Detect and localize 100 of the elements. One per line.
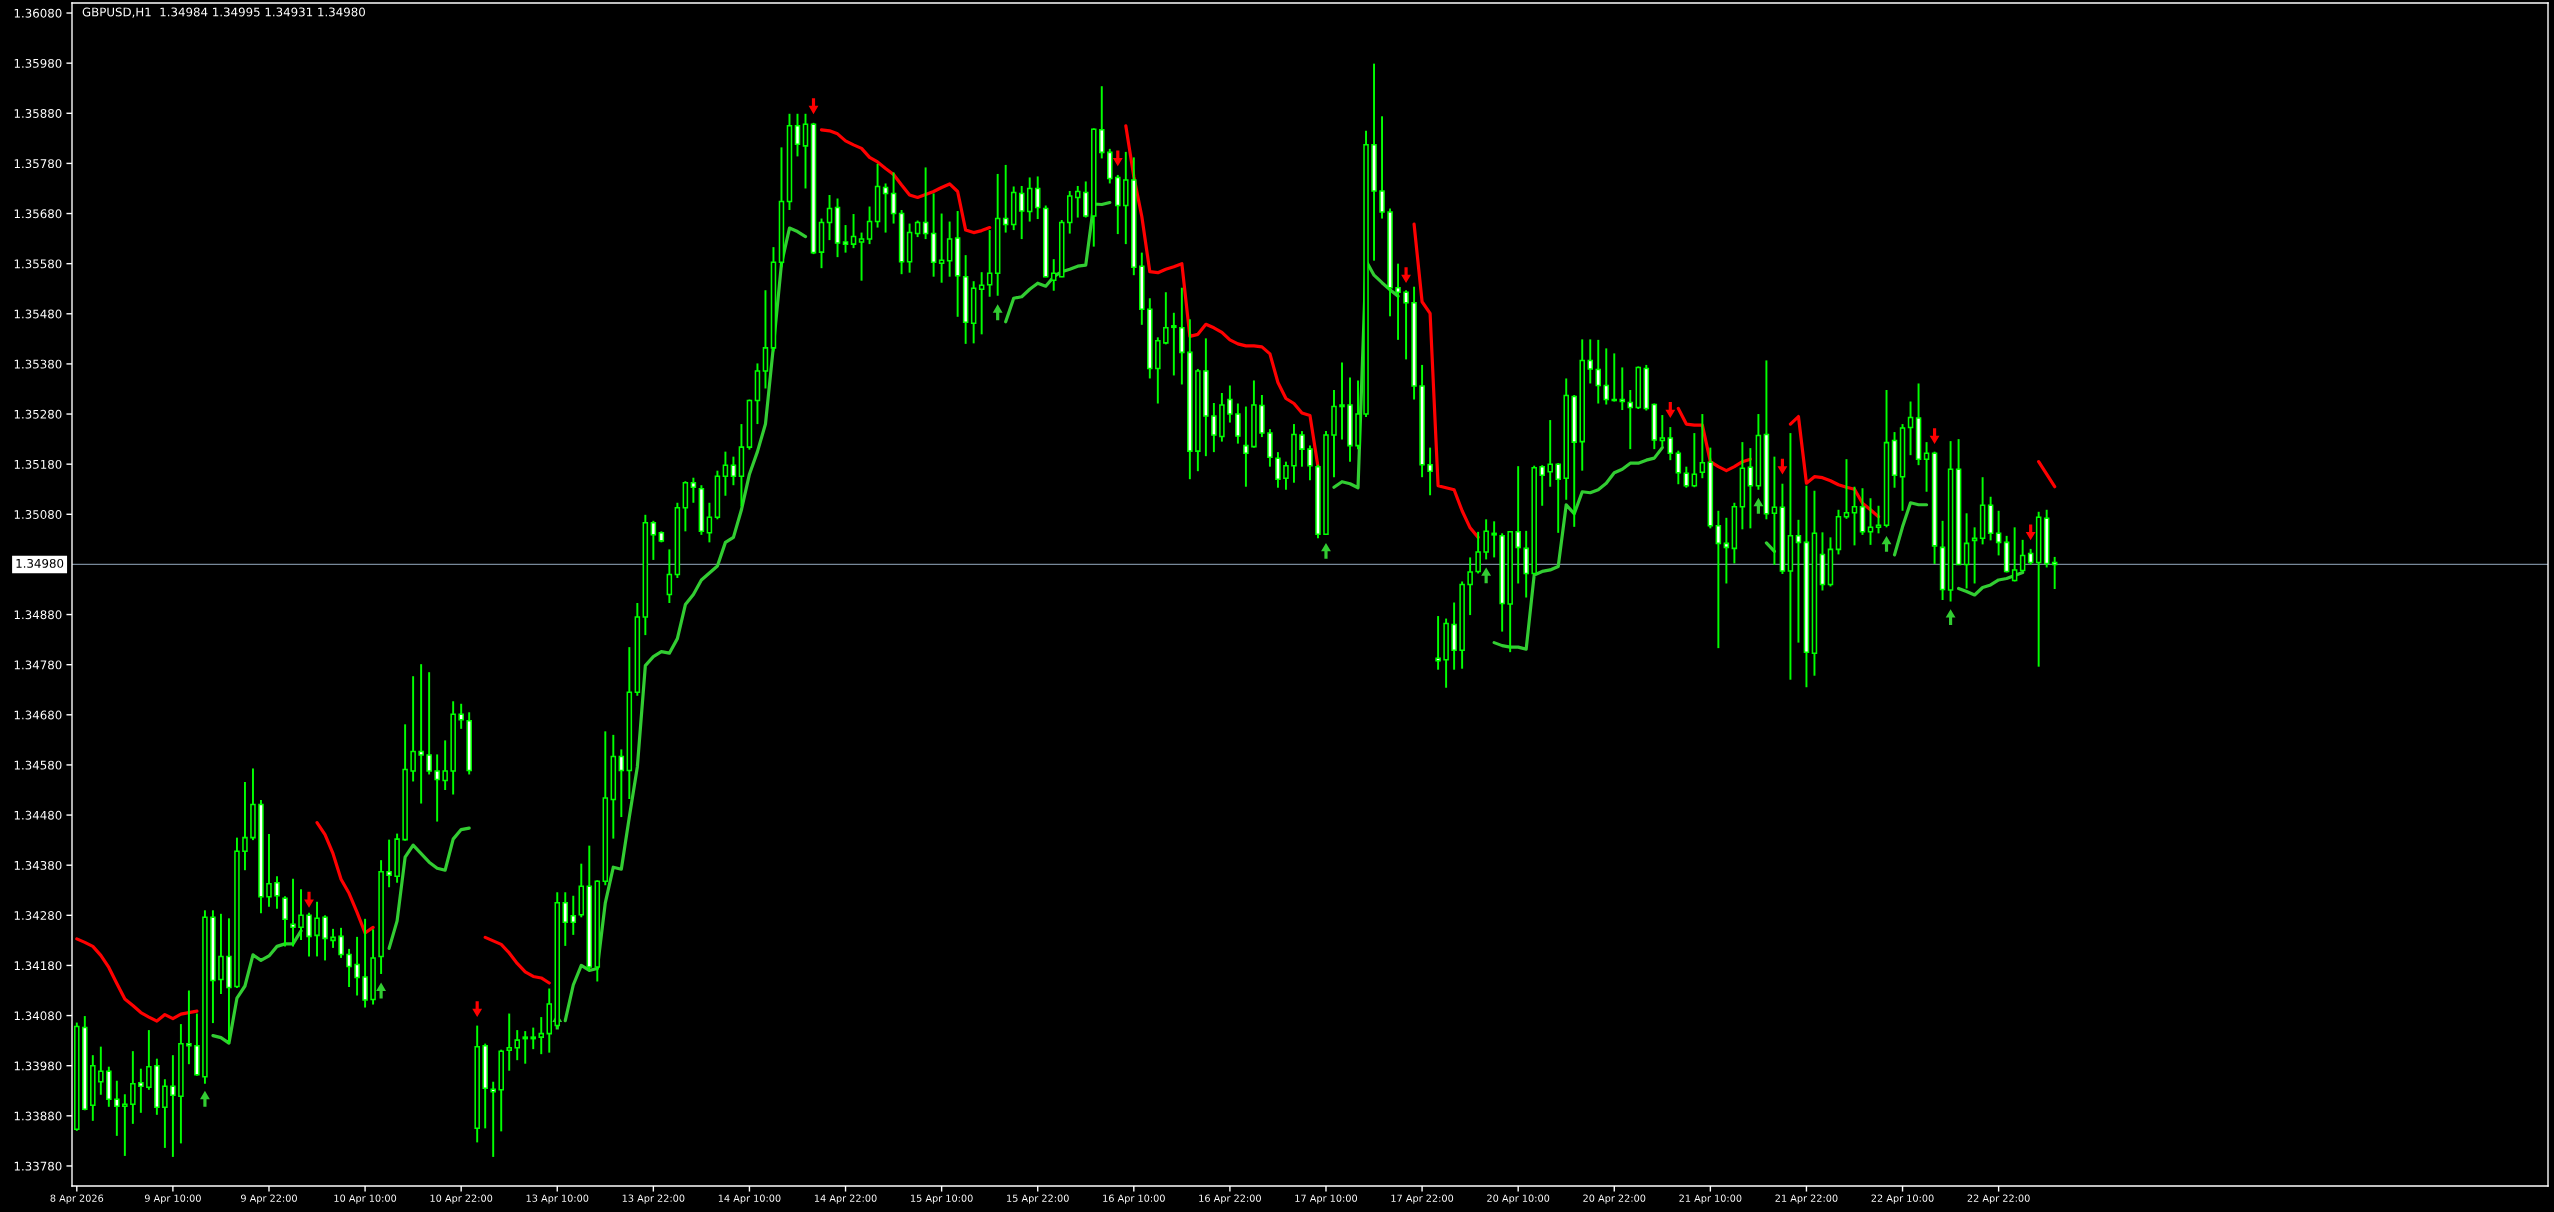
y-tick-label: 1.35880 bbox=[14, 109, 62, 118]
candlestick bbox=[1539, 464, 1545, 507]
x-tick-label: 15 Apr 22:00 bbox=[1007, 1194, 1069, 1204]
candlestick bbox=[1795, 518, 1802, 644]
candlestick bbox=[410, 675, 416, 783]
candlestick bbox=[1595, 338, 1602, 405]
candlestick bbox=[522, 1030, 528, 1065]
y-tick-label: 1.34680 bbox=[14, 710, 62, 720]
candlestick bbox=[170, 1054, 176, 1158]
y-tick-label: 1.35080 bbox=[14, 510, 62, 519]
y-tick-label: 1.35980 bbox=[14, 58, 62, 68]
candlestick bbox=[706, 501, 713, 544]
candlestick bbox=[1082, 180, 1089, 219]
candlestick bbox=[186, 989, 192, 1066]
candlestick bbox=[1587, 338, 1594, 385]
candlestick bbox=[650, 519, 657, 561]
candlestick bbox=[1339, 361, 1345, 441]
candlestick bbox=[98, 1045, 104, 1096]
candlestick bbox=[1747, 447, 1754, 530]
candlestick bbox=[1235, 402, 1241, 445]
candlestick bbox=[850, 213, 857, 250]
y-tick-label: 1.35380 bbox=[14, 359, 62, 369]
candlestick bbox=[122, 1093, 128, 1157]
candlestick bbox=[506, 1012, 512, 1072]
candlestick bbox=[1026, 176, 1033, 223]
candlestick bbox=[458, 702, 464, 730]
candlestick bbox=[1603, 347, 1610, 406]
y-tick-label: 1.35180 bbox=[14, 459, 62, 469]
candlestick bbox=[1299, 430, 1305, 468]
candlestick bbox=[562, 891, 569, 947]
candlestick bbox=[2011, 526, 2018, 583]
x-tick-label: 16 Apr 22:00 bbox=[1199, 1194, 1261, 1204]
candlestick bbox=[338, 926, 344, 959]
candlestick bbox=[434, 753, 440, 823]
x-tick-label: 10 Apr 10:00 bbox=[334, 1194, 397, 1204]
candlestick bbox=[1395, 262, 1401, 341]
x-tick-label: 22 Apr 22:00 bbox=[1967, 1194, 2030, 1204]
candlestick bbox=[1275, 451, 1281, 489]
candlestick bbox=[330, 927, 336, 949]
y-tick-label: 1.34280 bbox=[14, 911, 62, 920]
y-tick-label: 1.34880 bbox=[14, 610, 62, 620]
y-tick-label: 1.33780 bbox=[14, 1161, 62, 1171]
candlestick bbox=[730, 455, 737, 487]
y-tick-label: 1.34080 bbox=[14, 1011, 62, 1021]
x-tick-label: 13 Apr 10:00 bbox=[526, 1194, 589, 1204]
candlestick bbox=[130, 1050, 136, 1125]
candlestick bbox=[1243, 405, 1249, 488]
candlestick bbox=[362, 917, 368, 1009]
candlestick bbox=[1163, 291, 1169, 346]
x-tick-label: 21 Apr 10:00 bbox=[1679, 1194, 1742, 1204]
x-tick-label: 20 Apr 22:00 bbox=[1583, 1194, 1646, 1204]
candlestick bbox=[722, 450, 729, 497]
y-tick-label: 1.33880 bbox=[14, 1111, 62, 1121]
x-tick-label: 14 Apr 10:00 bbox=[718, 1194, 781, 1204]
y-tick-label: 1.35780 bbox=[14, 159, 62, 169]
candlestick bbox=[1675, 449, 1682, 486]
y-tick-label: 1.36080 bbox=[14, 8, 62, 18]
candlestick bbox=[290, 877, 296, 948]
candlestick bbox=[218, 912, 224, 995]
x-tick-label: 10 Apr 22:00 bbox=[430, 1194, 493, 1204]
candlestick bbox=[138, 1067, 144, 1114]
candlestick bbox=[570, 894, 577, 936]
candlestick bbox=[858, 231, 865, 282]
candlestick bbox=[1843, 458, 1850, 520]
candlestick bbox=[242, 781, 248, 872]
y-tick-label: 1.34780 bbox=[14, 660, 62, 670]
candlestick bbox=[282, 895, 288, 948]
candlestick bbox=[1307, 444, 1313, 482]
x-tick-label: 17 Apr 10:00 bbox=[1295, 1194, 1358, 1204]
candlestick bbox=[1435, 615, 1441, 671]
candlestick bbox=[1475, 530, 1481, 575]
candlestick bbox=[1771, 455, 1778, 566]
candlestick bbox=[1427, 446, 1433, 497]
candlestick bbox=[1074, 184, 1081, 219]
candlestick bbox=[802, 112, 809, 190]
candlestick bbox=[946, 220, 953, 278]
x-tick-label: 8 Apr 2026 bbox=[50, 1194, 104, 1204]
candlestick bbox=[146, 1029, 152, 1091]
candlestick bbox=[1611, 352, 1618, 403]
chart-title: GBPUSD,H1 1.34984 1.34995 1.34931 1.34980 bbox=[82, 7, 365, 18]
candlestick bbox=[890, 171, 897, 225]
candlestick bbox=[1379, 115, 1385, 220]
candlestick bbox=[1515, 465, 1521, 585]
candlestick bbox=[306, 911, 312, 958]
candlestick bbox=[442, 739, 448, 791]
candlestick bbox=[1211, 402, 1217, 454]
candlestick bbox=[1002, 163, 1009, 234]
x-tick-label: 13 Apr 22:00 bbox=[622, 1194, 685, 1204]
candlestick bbox=[978, 271, 985, 336]
candlestick bbox=[1667, 426, 1674, 462]
candlestick bbox=[490, 1080, 496, 1158]
y-tick-label: 1.34480 bbox=[14, 810, 62, 820]
x-tick-label: 21 Apr 22:00 bbox=[1775, 1194, 1838, 1204]
candlestick bbox=[162, 1078, 168, 1149]
candlestick bbox=[1691, 432, 1698, 489]
y-tick-label: 1.35280 bbox=[14, 409, 62, 419]
candlestick bbox=[1659, 414, 1666, 448]
candlestick bbox=[1403, 289, 1409, 361]
ref-line-label: 1.34980 bbox=[16, 558, 64, 568]
candlestick bbox=[538, 1016, 545, 1056]
